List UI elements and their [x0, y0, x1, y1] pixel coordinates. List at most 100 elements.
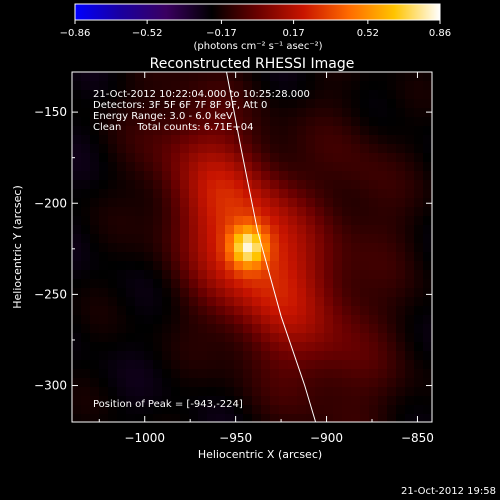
heatmap-cell — [90, 108, 100, 118]
heatmap-cell — [99, 135, 109, 145]
heatmap-cell — [405, 414, 415, 422]
heatmap-cell — [324, 378, 334, 388]
heatmap-cell — [405, 279, 415, 289]
heatmap-cell — [189, 306, 199, 316]
heatmap-cell — [117, 261, 127, 271]
heatmap-cell — [234, 252, 244, 262]
heatmap-cell — [81, 216, 91, 226]
heatmap-cell — [261, 243, 271, 253]
heatmap-cell — [243, 99, 253, 109]
heatmap-cell — [162, 306, 172, 316]
heatmap-cell — [369, 90, 379, 100]
heatmap-cell — [225, 315, 235, 325]
heatmap-cell — [117, 216, 127, 226]
heatmap-cell — [225, 135, 235, 145]
heatmap-cell — [81, 297, 91, 307]
heatmap-cell — [180, 351, 190, 361]
heatmap-cell — [306, 117, 316, 127]
heatmap-cell — [81, 360, 91, 370]
heatmap-cell — [81, 342, 91, 352]
heatmap-cell — [243, 261, 253, 271]
heatmap-cell — [351, 270, 361, 280]
heatmap-cell — [144, 216, 154, 226]
heatmap-cell — [405, 81, 415, 91]
heatmap-cell — [153, 243, 163, 253]
heatmap-cell — [108, 162, 118, 172]
heatmap-cell — [387, 414, 397, 422]
heatmap-cell — [297, 270, 307, 280]
heatmap-cell — [288, 243, 298, 253]
heatmap-cell — [324, 126, 334, 136]
heatmap-cell — [315, 207, 325, 217]
heatmap-cell — [288, 369, 298, 379]
heatmap-cell — [261, 153, 271, 163]
heatmap-cell — [360, 126, 370, 136]
heatmap-cell — [216, 225, 226, 235]
heatmap-cell — [126, 360, 136, 370]
heatmap-cell — [207, 378, 217, 388]
heatmap-cell — [189, 387, 199, 397]
heatmap-cell — [396, 126, 406, 136]
heatmap-cell — [279, 99, 289, 109]
heatmap-cell — [90, 378, 100, 388]
heatmap-cell — [369, 144, 379, 154]
heatmap-cell — [153, 288, 163, 298]
heatmap-cell — [198, 297, 208, 307]
heatmap-cell — [207, 180, 217, 190]
heatmap-cell — [387, 387, 397, 397]
heatmap-cell — [306, 324, 316, 334]
heatmap-cell — [72, 288, 82, 298]
heatmap-cell — [99, 414, 109, 422]
heatmap-cell — [135, 414, 145, 422]
heatmap-cell — [387, 171, 397, 181]
heatmap-cell — [90, 99, 100, 109]
heatmap-cell — [405, 324, 415, 334]
heatmap-cell — [333, 126, 343, 136]
heatmap-cell — [405, 171, 415, 181]
heatmap-cell — [234, 135, 244, 145]
heatmap-cell — [162, 243, 172, 253]
heatmap-cell — [216, 171, 226, 181]
heatmap-cell — [297, 108, 307, 118]
heatmap-cell — [153, 135, 163, 145]
heatmap-cell — [405, 315, 415, 325]
heatmap-cell — [126, 261, 136, 271]
heatmap-cell — [405, 378, 415, 388]
heatmap-cell — [234, 360, 244, 370]
heatmap-cell — [351, 180, 361, 190]
heatmap-cell — [126, 315, 136, 325]
heatmap-cell — [198, 378, 208, 388]
heatmap-cell — [81, 378, 91, 388]
heatmap-cell — [153, 99, 163, 109]
heatmap-cell — [351, 90, 361, 100]
heatmap-cell — [72, 90, 82, 100]
heatmap-cell — [297, 90, 307, 100]
heatmap-cell — [216, 333, 226, 343]
heatmap-cell — [225, 261, 235, 271]
heatmap-cell — [216, 243, 226, 253]
heatmap-cell — [396, 315, 406, 325]
heatmap-cell — [297, 378, 307, 388]
heatmap-cell — [81, 324, 91, 334]
heatmap-cell — [414, 333, 424, 343]
heatmap-cell — [396, 144, 406, 154]
heatmap-cell — [297, 189, 307, 199]
heatmap-cell — [414, 324, 424, 334]
heatmap-cell — [135, 225, 145, 235]
heatmap-cell — [90, 279, 100, 289]
heatmap-cell — [405, 189, 415, 199]
heatmap-cell — [117, 189, 127, 199]
heatmap-cell — [171, 333, 181, 343]
heatmap-cell — [198, 252, 208, 262]
heatmap-cell — [306, 342, 316, 352]
heatmap-cell — [252, 117, 262, 127]
heatmap-cell — [180, 288, 190, 298]
heatmap-cell — [288, 135, 298, 145]
heatmap-cell — [180, 369, 190, 379]
heatmap-cell — [333, 405, 343, 415]
heatmap-cell — [81, 198, 91, 208]
info-line-time: 21-Oct-2012 10:22:04.000 to 10:25:28.000 — [93, 89, 310, 100]
heatmap-cell — [333, 225, 343, 235]
heatmap-cell — [261, 234, 271, 244]
heatmap-cell — [378, 396, 388, 406]
